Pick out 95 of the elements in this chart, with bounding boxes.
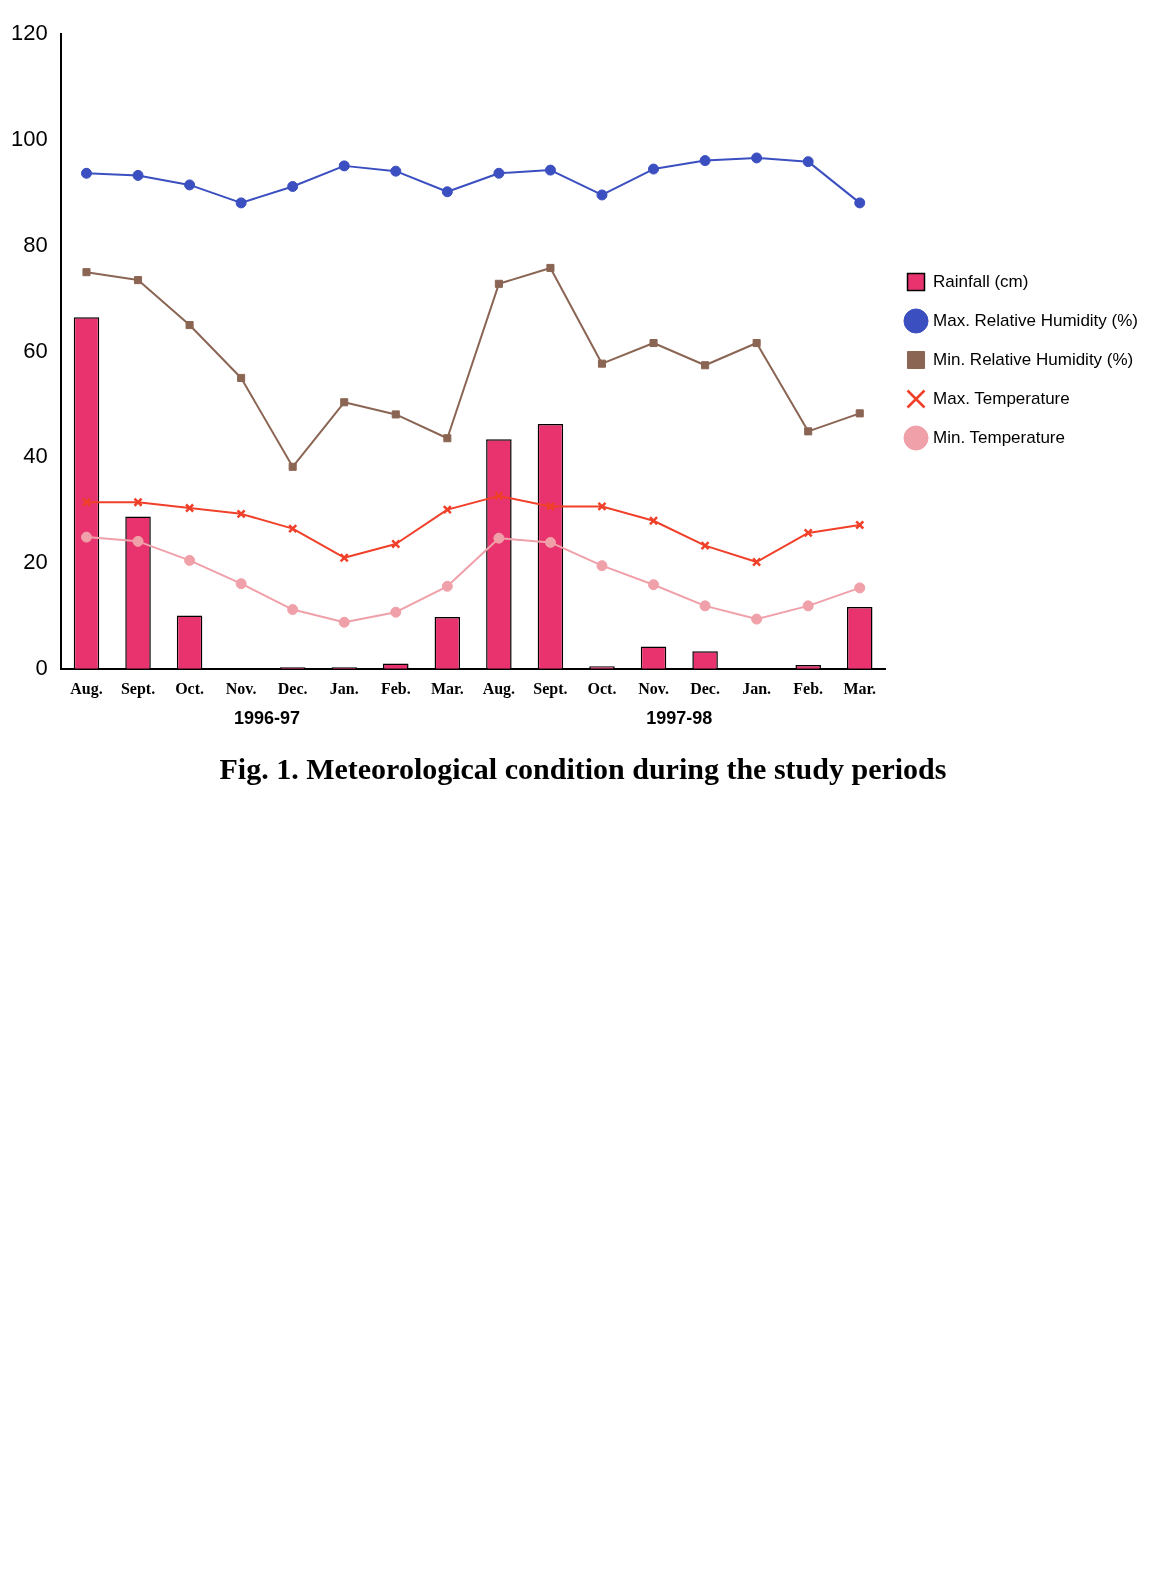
point xyxy=(648,163,660,175)
point xyxy=(443,434,452,443)
point xyxy=(545,501,556,512)
point xyxy=(751,152,763,164)
point xyxy=(544,536,556,548)
point xyxy=(442,504,453,515)
point xyxy=(132,535,144,547)
point xyxy=(493,532,505,544)
point xyxy=(494,491,504,501)
point xyxy=(338,616,350,628)
y-tick-label: 20 xyxy=(23,549,48,575)
y-tick-label: 60 xyxy=(23,337,48,363)
x-tick-label: Mar. xyxy=(843,679,877,697)
y-tick-label: 40 xyxy=(23,443,48,469)
point xyxy=(133,497,143,507)
x-tick-label: Aug. xyxy=(482,679,516,698)
point xyxy=(441,186,453,198)
point xyxy=(855,409,864,418)
x-tick-label: Feb. xyxy=(380,679,411,697)
point xyxy=(648,515,659,526)
point xyxy=(80,531,92,543)
point xyxy=(287,523,298,534)
point xyxy=(287,604,299,616)
point xyxy=(237,373,246,382)
x-tick-label: Feb. xyxy=(793,679,824,697)
x-tick-label: Jan. xyxy=(742,679,772,697)
point xyxy=(854,582,866,594)
point xyxy=(699,600,711,612)
point xyxy=(288,462,297,471)
point xyxy=(184,179,196,191)
point xyxy=(184,554,196,566)
legend-label: Min. Temperature xyxy=(933,427,1065,447)
point xyxy=(854,520,865,530)
x-tick-label: Sept. xyxy=(533,679,568,698)
y-tick-label: 0 xyxy=(35,654,48,680)
point xyxy=(752,339,761,348)
x-tick-label: Sept. xyxy=(120,679,156,698)
point xyxy=(390,165,402,177)
x-tick-label: Aug. xyxy=(70,679,103,698)
point xyxy=(804,427,813,436)
point xyxy=(441,580,453,592)
point xyxy=(802,600,814,612)
point xyxy=(235,197,247,209)
point xyxy=(751,557,762,567)
point xyxy=(82,268,91,277)
point xyxy=(184,503,195,513)
x-tick-label: Dec. xyxy=(690,679,720,697)
point xyxy=(596,189,608,201)
point xyxy=(81,497,92,507)
legend-label: Rainfall (cm) xyxy=(933,271,1029,291)
point xyxy=(235,578,247,590)
point xyxy=(649,339,658,348)
point xyxy=(597,359,607,368)
point xyxy=(236,509,246,519)
point xyxy=(287,181,299,192)
point xyxy=(751,613,763,625)
legend-label: Max. Relative Humidity (%) xyxy=(933,310,1139,330)
point xyxy=(701,361,710,370)
point xyxy=(80,167,92,179)
x-tick-label: Oct. xyxy=(175,679,205,697)
text: Fig. 1. Meteorological condition during the study periods xyxy=(218,752,948,786)
legend-label: Min. Relative Humidity (%) xyxy=(933,349,1134,369)
x-tick-label: Mar. xyxy=(430,679,464,697)
point xyxy=(340,398,349,407)
point xyxy=(134,276,143,285)
text: 1997-98 xyxy=(646,707,713,728)
y-tick-label: 120 xyxy=(10,20,48,46)
x-tick-label: Jan. xyxy=(329,679,359,697)
legend-label: Max. Temperature xyxy=(933,388,1070,408)
point xyxy=(494,279,503,288)
point xyxy=(339,552,350,563)
point xyxy=(597,501,607,512)
point xyxy=(854,197,866,209)
point xyxy=(802,156,814,168)
point xyxy=(338,160,350,172)
y-tick-label: 80 xyxy=(23,231,48,257)
point xyxy=(803,528,813,538)
x-tick-label: Dec. xyxy=(277,679,308,697)
point xyxy=(544,164,556,176)
x-tick-label: Nov. xyxy=(225,679,257,697)
point xyxy=(493,167,505,179)
x-tick-label: Nov. xyxy=(638,679,669,697)
point xyxy=(700,540,710,551)
point xyxy=(648,579,660,591)
text: 1996-97 xyxy=(233,707,300,728)
point xyxy=(546,263,555,272)
point xyxy=(596,560,608,572)
point xyxy=(132,169,144,181)
point xyxy=(185,321,194,330)
point xyxy=(391,539,401,549)
x-tick-label: Oct. xyxy=(587,679,617,697)
y-tick-label: 100 xyxy=(10,126,48,152)
point xyxy=(390,606,402,618)
point xyxy=(699,155,711,167)
point xyxy=(391,410,400,419)
